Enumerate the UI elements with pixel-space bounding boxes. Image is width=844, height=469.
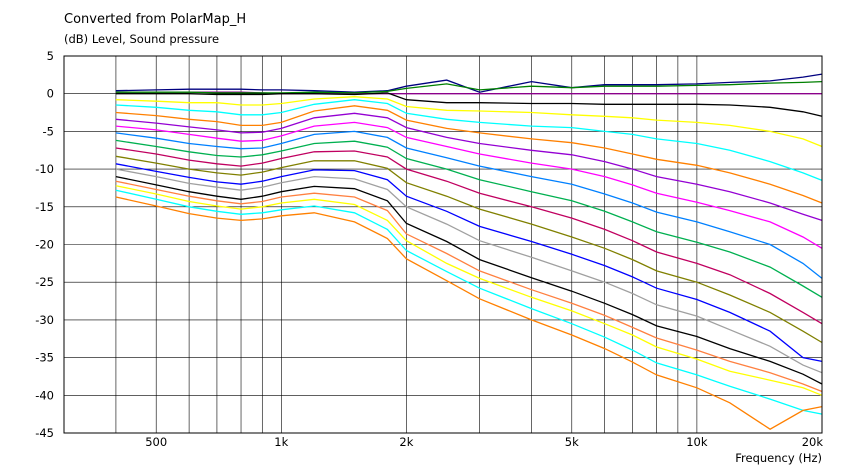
plot-border	[63, 55, 823, 434]
x-tick-label: 10k	[686, 435, 708, 449]
series-line-4	[115, 92, 823, 117]
y-tick-label: -15	[35, 200, 54, 214]
y-tick-label: 0	[47, 87, 54, 101]
series-line-14	[115, 163, 823, 363]
series-line-16	[115, 175, 823, 385]
series-line-6	[115, 99, 823, 182]
series-line-19	[115, 189, 823, 415]
y-tick-label: -40	[35, 388, 54, 402]
x-tick-label: 20k	[802, 435, 824, 449]
series-line-9	[115, 121, 823, 249]
y-tick-labels: 5 0 -5 -10 -15 -20 -25 -30 -35 -40 -45	[35, 49, 54, 440]
x-axis-label: Frequency (Hz)	[735, 451, 822, 465]
y-tick-label: -5	[43, 124, 54, 138]
y-tick-label: -20	[35, 238, 54, 252]
series-line-12	[115, 147, 823, 325]
series-line-17	[115, 180, 823, 393]
y-tick-label: -10	[35, 162, 54, 176]
series-line-11	[115, 139, 823, 298]
series-line-2	[115, 73, 823, 93]
series-line-3	[115, 80, 823, 94]
series-line-10	[115, 130, 823, 279]
y-tick-label: -35	[35, 351, 54, 365]
series-line-13	[115, 155, 823, 344]
series-line-18	[115, 185, 823, 396]
y-tick-label: -45	[35, 426, 54, 440]
series-line-7	[115, 105, 823, 204]
series-line-20	[115, 196, 823, 430]
y-axis-label: (dB) Level, Sound pressure	[64, 32, 220, 46]
chart-title: Converted from PolarMap_H	[64, 12, 247, 27]
x-tick-label: 5k	[565, 435, 579, 449]
series-line-1	[115, 91, 822, 95]
series-line-8	[115, 112, 823, 222]
y-tick-label: -25	[35, 275, 54, 289]
y-tick-label: -30	[35, 313, 54, 327]
x-tick-label: 2k	[399, 435, 413, 449]
series-group	[115, 73, 823, 430]
x-tick-label: 1k	[274, 435, 288, 449]
series-line-15	[115, 168, 823, 374]
x-tick-labels: 500 1k 2k 5k 10k 20k	[145, 435, 823, 449]
series-line-5	[115, 96, 823, 148]
x-tick-label: 500	[145, 435, 167, 449]
y-tick-label: 5	[47, 49, 54, 63]
